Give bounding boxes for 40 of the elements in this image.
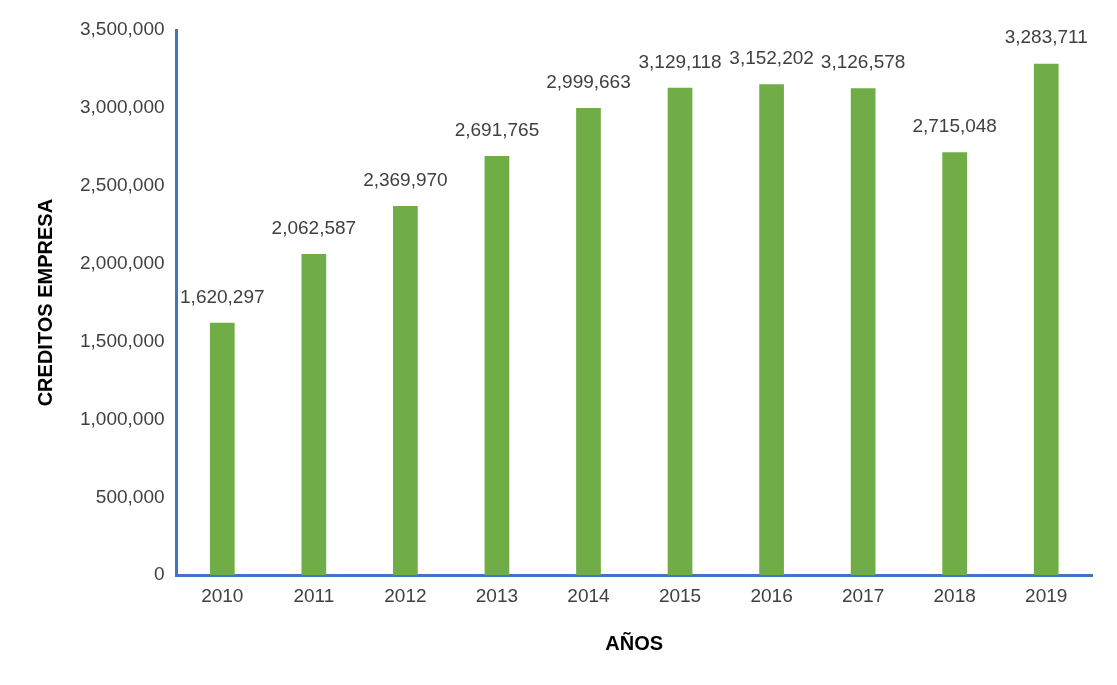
x-tick-label: 2017 — [841, 584, 885, 606]
x-tick-label: 2011 — [293, 584, 335, 606]
y-axis-title: CREDITOS EMPRESA — [33, 198, 56, 407]
y-tick-label: 1,000,000 — [79, 407, 165, 429]
y-tick-label: 3,000,000 — [79, 96, 165, 118]
y-tick-label: 0 — [153, 563, 165, 585]
bar — [1033, 63, 1059, 576]
bar — [484, 155, 510, 576]
x-tick-label: 2019 — [1025, 584, 1068, 606]
bar — [942, 152, 968, 576]
bar — [209, 322, 235, 576]
data-label: 3,129,118 — [638, 50, 722, 72]
data-label: 2,369,970 — [363, 168, 448, 190]
y-tick-label: 1,500,000 — [79, 329, 165, 351]
x-tick-label: 2012 — [384, 584, 427, 606]
x-axis-title: AÑOS — [605, 631, 664, 654]
bar — [576, 107, 601, 576]
data-label: 2,999,663 — [546, 70, 631, 92]
data-label: 3,152,202 — [729, 46, 814, 68]
data-label: 1,620,297 — [180, 285, 265, 307]
data-label: 2,691,765 — [454, 118, 540, 140]
x-tick-label: 2013 — [475, 584, 519, 606]
data-label: 2,062,587 — [271, 216, 357, 238]
x-tick-label: 2015 — [658, 584, 702, 606]
y-tick-label: 3,500,000 — [79, 18, 165, 40]
data-label: 2,715,048 — [912, 115, 997, 137]
bar — [667, 87, 693, 576]
bar — [850, 88, 876, 576]
y-tick-label: 500,000 — [95, 485, 165, 507]
x-tick-label: 2018 — [933, 584, 976, 606]
y-tick-label: 2,500,000 — [79, 174, 165, 196]
bar — [759, 84, 784, 576]
bar — [301, 253, 327, 576]
data-label: 3,126,578 — [820, 50, 906, 72]
bar — [393, 206, 418, 576]
x-tick-label: 2010 — [201, 584, 244, 606]
y-tick-label: 2,000,000 — [79, 251, 165, 273]
x-tick-label: 2016 — [750, 584, 793, 606]
x-tick-label: 2014 — [567, 584, 611, 606]
data-label: 3,283,711 — [1004, 26, 1088, 48]
